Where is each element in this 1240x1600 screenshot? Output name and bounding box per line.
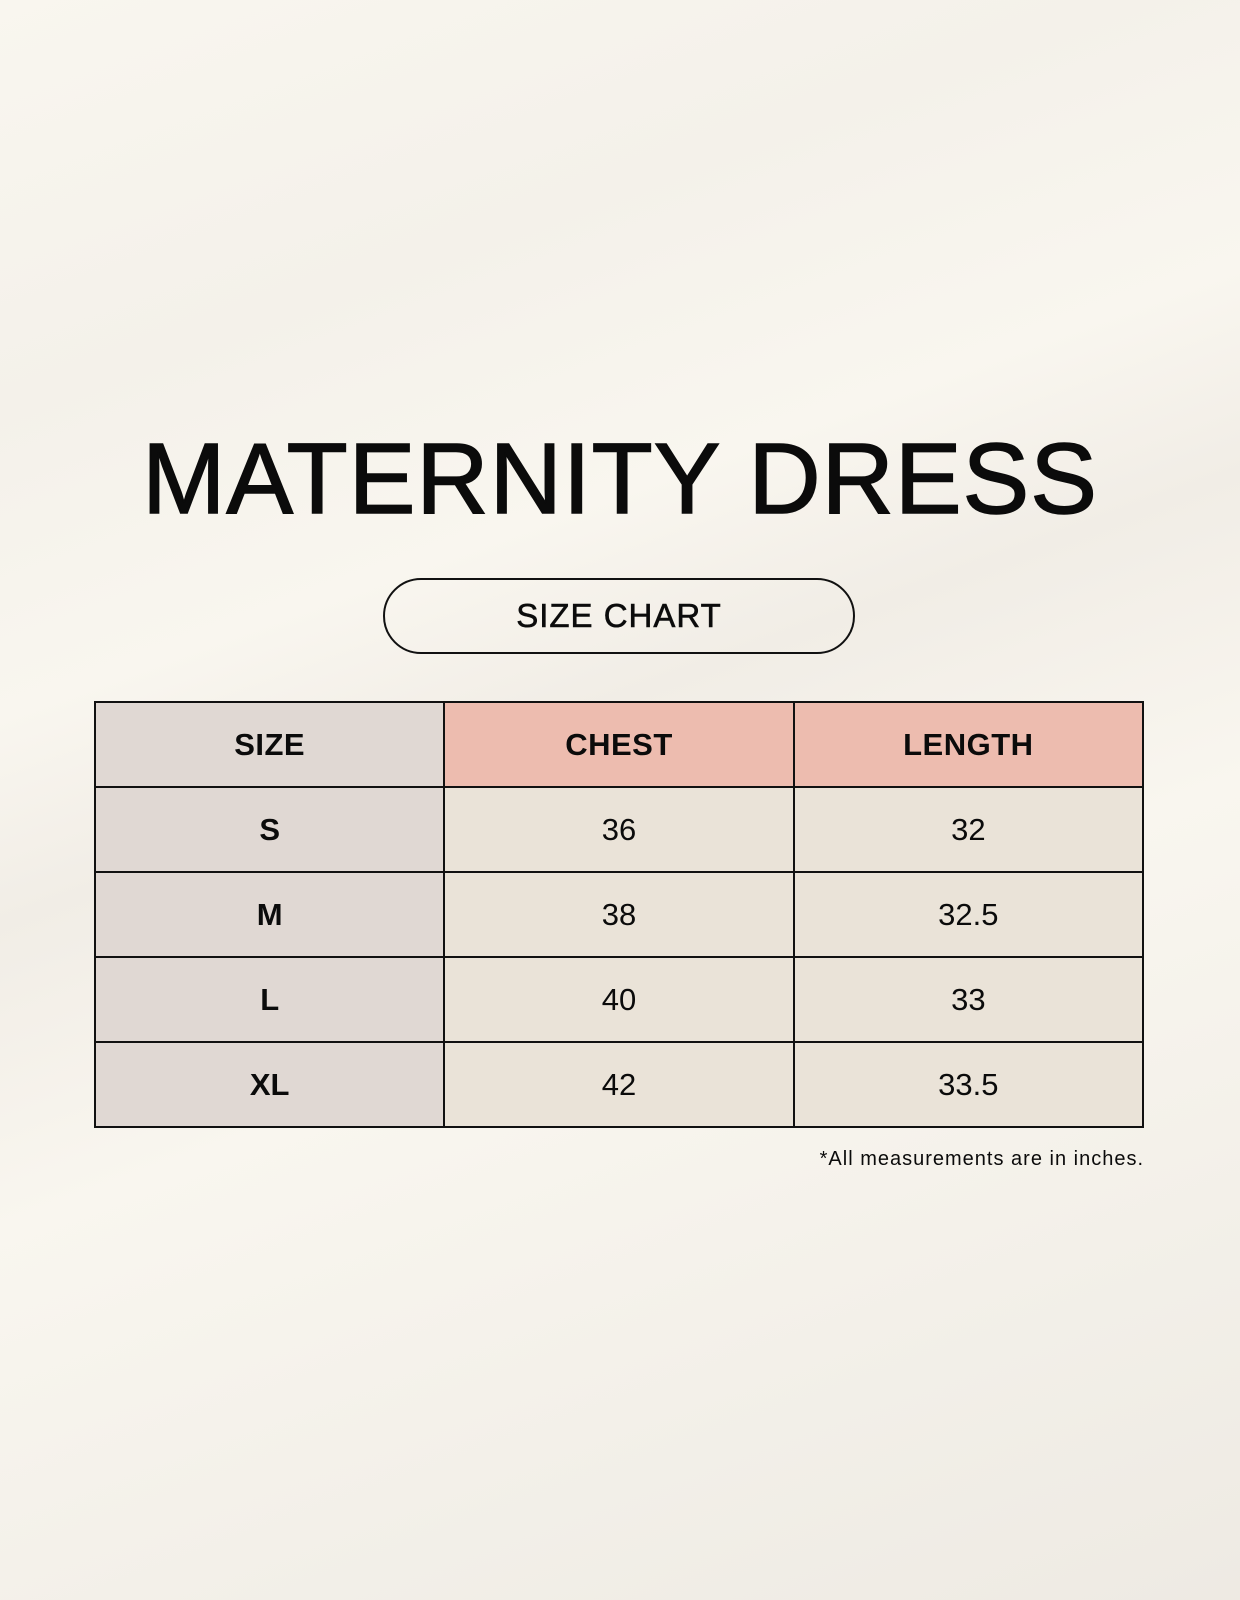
chest-cell: 40	[443, 956, 795, 1043]
header-chest: CHEST	[443, 701, 795, 788]
table-row: M 38 32.5	[93, 871, 1145, 958]
length-cell: 33	[792, 956, 1145, 1043]
length-cell: 32.5	[792, 871, 1145, 958]
chest-cell: 38	[443, 871, 795, 958]
size-cell: S	[93, 786, 446, 873]
table-header-row: SIZE CHEST LENGTH	[93, 701, 1145, 788]
table-row: S 36 32	[93, 786, 1145, 873]
size-cell: M	[93, 871, 446, 958]
size-table: SIZE CHEST LENGTH S 36 32 M 38 32.5 L 40…	[93, 701, 1145, 1128]
size-cell: XL	[93, 1041, 446, 1128]
size-chart-label: SIZE CHART	[383, 578, 855, 654]
length-cell: 33.5	[792, 1041, 1145, 1128]
table-row: L 40 33	[93, 956, 1145, 1043]
header-length: LENGTH	[792, 701, 1145, 788]
chest-cell: 36	[443, 786, 795, 873]
page-title: MATERNITY DRESS	[141, 422, 1098, 536]
length-cell: 32	[792, 786, 1145, 873]
size-cell: L	[93, 956, 446, 1043]
header-size: SIZE	[93, 701, 446, 788]
footnote: *All measurements are in inches.	[819, 1148, 1144, 1170]
table-row: XL 42 33.5	[93, 1041, 1145, 1128]
chest-cell: 42	[443, 1041, 795, 1128]
